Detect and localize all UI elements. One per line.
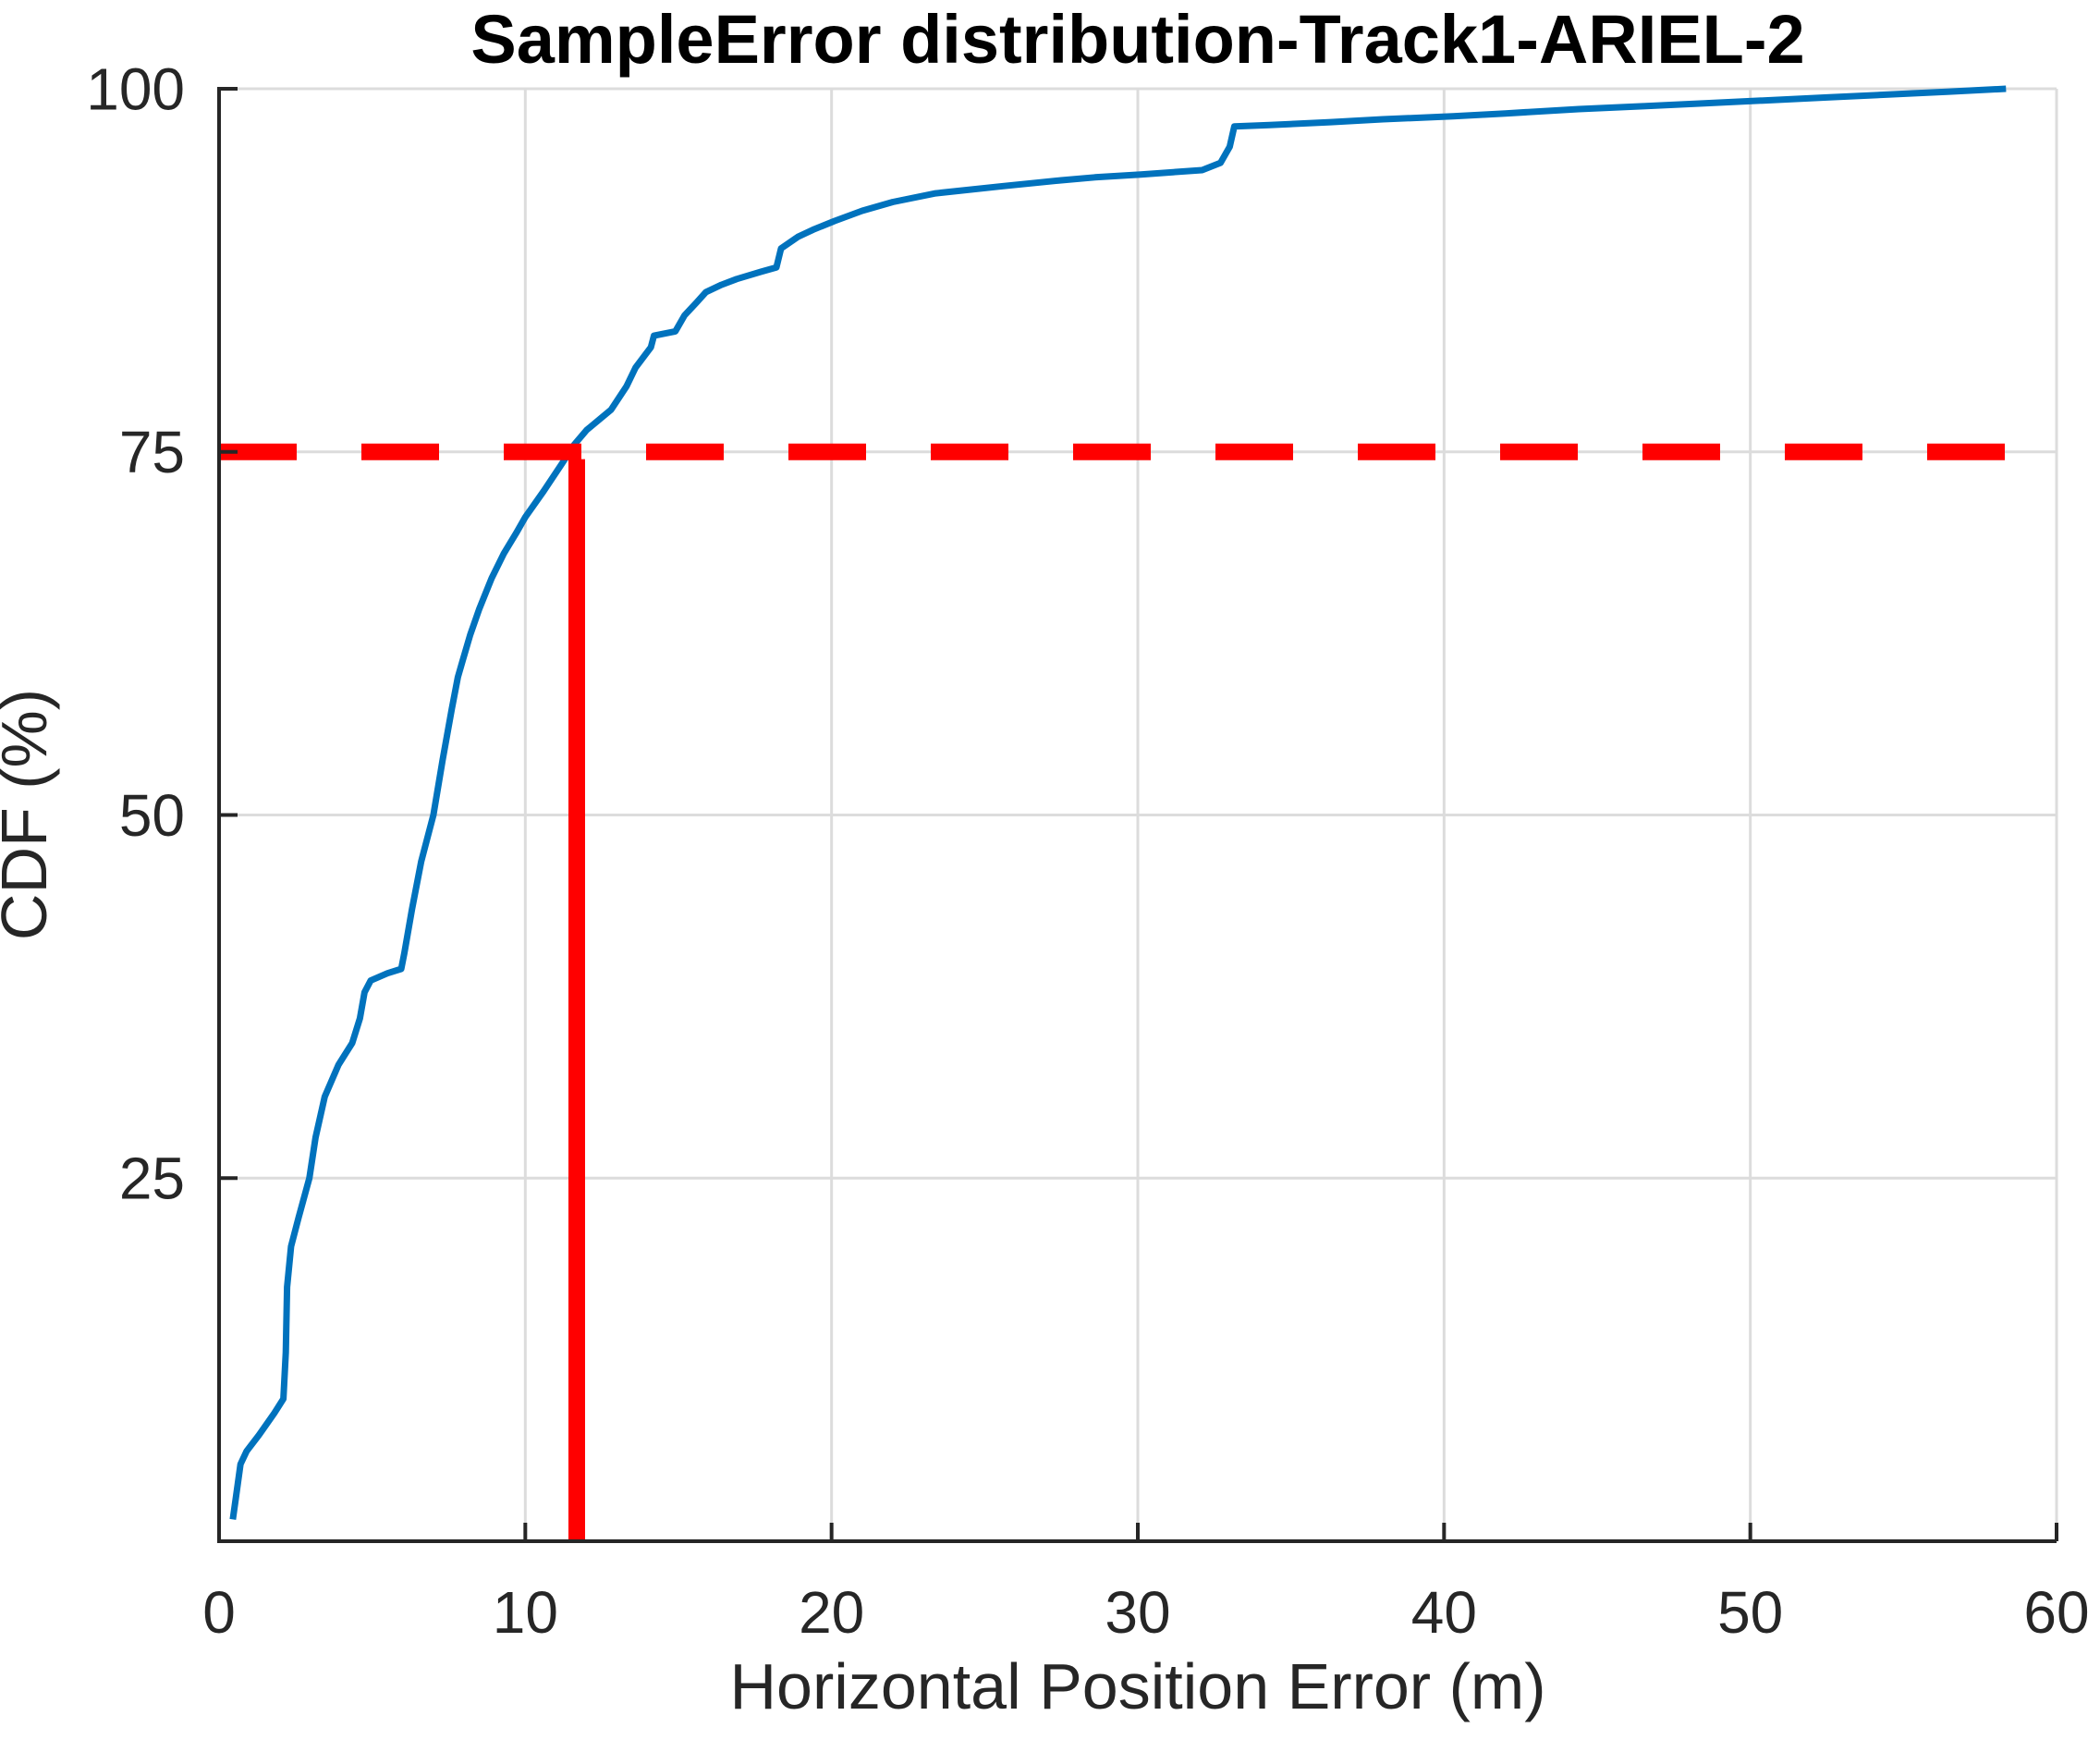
x-tick-label: 20 (799, 1579, 864, 1646)
x-tick-label: 0 (202, 1579, 236, 1646)
gridlines (217, 87, 2058, 1541)
x-tick-label: 10 (493, 1579, 558, 1646)
chart-title: SampleError distribution-Track1-ARIEL-2 (470, 1, 1804, 78)
y-tick-label: 100 (86, 55, 185, 122)
series-lines (219, 85, 2008, 1541)
y-tick-label: 25 (119, 1146, 185, 1212)
tick-labels: 0 10 20 30 40 50 60 25 50 75 100 (86, 55, 2089, 1646)
x-tick-label: 40 (1411, 1579, 1477, 1646)
x-tick-label: 30 (1105, 1579, 1170, 1646)
x-tick-label: 60 (2023, 1579, 2089, 1646)
x-tick-label: 50 (1717, 1579, 1783, 1646)
axis-ticks (217, 87, 2058, 1541)
x-axis-label: Horizontal Position Error (m) (730, 1650, 1546, 1722)
axes-lines (217, 87, 2057, 1543)
y-axis-label: CDF (%) (0, 689, 60, 940)
cdf-curve (229, 85, 2007, 1520)
y-tick-label: 75 (119, 419, 185, 485)
y-tick-label: 50 (119, 782, 185, 849)
